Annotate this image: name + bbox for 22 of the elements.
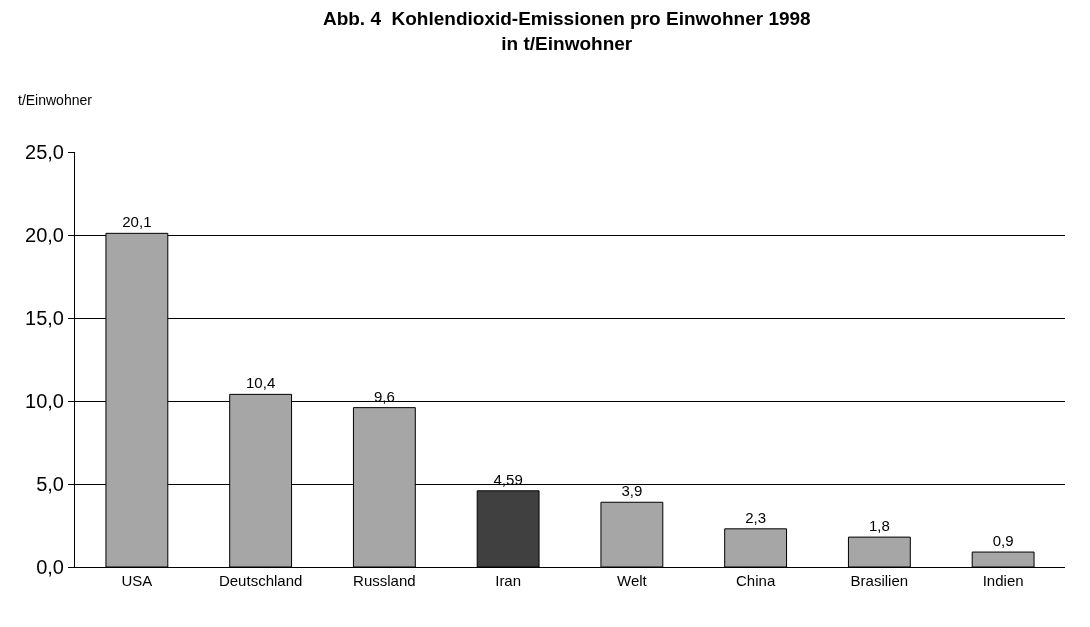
y-tick-label: 5,0 (36, 473, 64, 495)
data-label: 0,9 (992, 532, 1014, 550)
data-label: 1,8 (868, 517, 890, 535)
x-tick-label: Iran (495, 572, 522, 589)
chart-title: Abb. 4 Kohlendioxid-Emissionen pro Einwohner 1998 in t/Einwohner (322, 8, 811, 54)
data-label: 20,1 (122, 213, 152, 231)
y-tick-label: 10,0 (25, 390, 64, 412)
y-tick-label: 15,0 (25, 307, 64, 329)
x-tick-label: Deutschland (218, 572, 303, 589)
x-tick-label: Indien (982, 572, 1024, 589)
y-tick-label: 0,0 (36, 556, 64, 578)
x-tick-label: China (736, 572, 776, 589)
data-label: 2,3 (745, 508, 767, 526)
x-tick-label: Brasilien (850, 572, 909, 589)
data-label: 10,4 (246, 374, 276, 392)
y-tick-label: 25,0 (25, 141, 64, 163)
x-tick-label: Russland (353, 572, 416, 589)
x-tick-label: Welt (617, 572, 648, 589)
y-axis-title: t/Einwohner (18, 92, 93, 108)
x-tick-label: USA (121, 572, 153, 589)
data-label: 3,9 (621, 482, 643, 500)
y-tick-label: 20,0 (25, 224, 64, 246)
